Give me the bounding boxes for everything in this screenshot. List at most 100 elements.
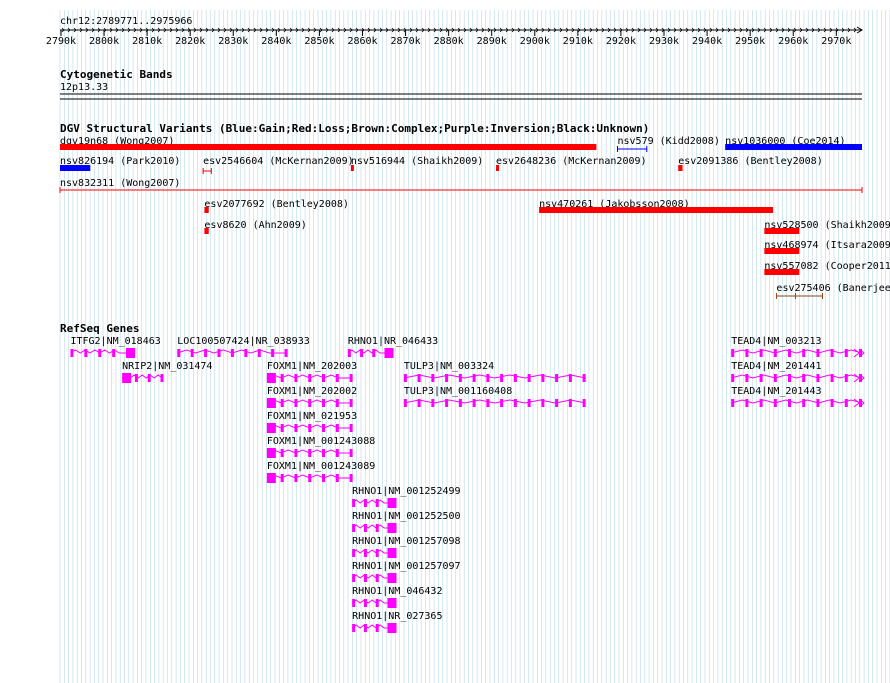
gene-label[interactable]: RHNO1|NM_046432 — [352, 586, 442, 597]
gene-exon[interactable] — [160, 374, 164, 382]
gene-exon[interactable] — [830, 349, 834, 357]
gene-exon[interactable] — [360, 349, 364, 357]
gene-label[interactable]: RHNO1|NM_001252499 — [352, 486, 460, 497]
dgv-feature-bar[interactable] — [678, 165, 683, 171]
gene-exon[interactable] — [582, 399, 586, 407]
gene-exon[interactable] — [308, 424, 312, 432]
gene-exon[interactable] — [458, 374, 462, 382]
gene-exon[interactable] — [859, 349, 862, 357]
gene-exon[interactable] — [802, 399, 806, 407]
gene-intron[interactable] — [403, 374, 586, 379]
gene-exon[interactable] — [280, 449, 284, 457]
gene-exon[interactable] — [759, 399, 763, 407]
gene-exon[interactable] — [513, 399, 517, 407]
gene-exon[interactable] — [555, 374, 559, 382]
gene-exon[interactable] — [280, 424, 284, 432]
gene-label[interactable]: FOXM1|NM_001243089 — [267, 461, 375, 472]
gene-exon[interactable] — [266, 398, 276, 408]
dgv-feature-label[interactable]: esv8620 (Ahn2009) — [204, 220, 306, 231]
gene-exon[interactable] — [375, 499, 379, 507]
gene-intron[interactable] — [266, 399, 353, 404]
gene-exon[interactable] — [802, 349, 806, 357]
gene-exon[interactable] — [375, 549, 379, 557]
gene-exon[interactable] — [363, 574, 367, 582]
gene-exon[interactable] — [568, 374, 572, 382]
dgv-feature-label[interactable]: esv2091386 (Bentley2008) — [678, 156, 823, 167]
gene-intron[interactable] — [266, 374, 353, 379]
gene-exon[interactable] — [568, 399, 572, 407]
gene-label[interactable]: TEAD4|NM_003213 — [731, 336, 821, 347]
gene-exon[interactable] — [582, 374, 586, 382]
gene-intron[interactable] — [347, 349, 388, 354]
dgv-feature-label[interactable]: nsv468974 (Itsara2009) — [764, 240, 890, 251]
gene-exon[interactable] — [458, 399, 462, 407]
gene-exon[interactable] — [773, 399, 777, 407]
gene-exon[interactable] — [445, 374, 449, 382]
gene-exon[interactable] — [335, 424, 339, 432]
gene-label[interactable]: TEAD4|NM_201441 — [731, 361, 821, 372]
gene-exon[interactable] — [363, 549, 367, 557]
gene-exon[interactable] — [431, 374, 435, 382]
gene-exon[interactable] — [352, 549, 356, 557]
gene-exon[interactable] — [349, 399, 353, 407]
gene-exon[interactable] — [294, 374, 298, 382]
gene-exon[interactable] — [347, 349, 351, 357]
gene-exon[interactable] — [372, 349, 376, 357]
gene-exon[interactable] — [266, 373, 276, 383]
gene-exon[interactable] — [308, 399, 312, 407]
gene-intron[interactable] — [351, 624, 391, 629]
gene-intron[interactable] — [351, 599, 391, 604]
gene-exon[interactable] — [363, 499, 367, 507]
gene-exon[interactable] — [322, 449, 326, 457]
gene-exon[interactable] — [486, 374, 490, 382]
gene-exon[interactable] — [513, 374, 517, 382]
gene-exon[interactable] — [322, 399, 326, 407]
gene-intron[interactable] — [266, 449, 353, 454]
gene-exon[interactable] — [745, 349, 749, 357]
gene-exon[interactable] — [759, 349, 763, 357]
gene-exon[interactable] — [375, 524, 379, 532]
gene-label[interactable]: RHNO1|NM_001252500 — [352, 511, 460, 522]
gene-exon[interactable] — [217, 349, 221, 357]
dgv-feature-bar[interactable] — [60, 144, 597, 150]
dgv-feature-label[interactable]: esv2077692 (Bentley2008) — [204, 199, 348, 210]
gene-label[interactable]: TULP3|NM_003324 — [404, 361, 494, 372]
dgv-feature-label[interactable]: esv2648236 (McKernan2009) — [496, 156, 647, 167]
gene-exon[interactable] — [177, 349, 181, 357]
gene-exon[interactable] — [294, 474, 298, 482]
gene-exon[interactable] — [486, 399, 490, 407]
gene-exon[interactable] — [352, 499, 356, 507]
gene-intron[interactable] — [351, 499, 391, 504]
gene-exon[interactable] — [122, 373, 132, 383]
gene-label[interactable]: RHNO1|NM_001257097 — [352, 561, 460, 572]
gene-label[interactable]: TULP3|NM_001160408 — [404, 386, 512, 397]
gene-exon[interactable] — [98, 349, 102, 357]
gene-intron[interactable] — [177, 349, 288, 354]
gene-intron[interactable] — [351, 549, 391, 554]
gene-exon[interactable] — [387, 523, 397, 533]
gene-exon[interactable] — [266, 448, 276, 458]
gene-intron[interactable] — [731, 349, 863, 354]
gene-exon[interactable] — [417, 399, 421, 407]
gene-exon[interactable] — [70, 349, 74, 357]
ruler[interactable]: 2790k 2800k 2810k 2820k 2830k 2840k 2850k 2860k… — [46, 26, 863, 47]
gene-exon[interactable] — [527, 399, 531, 407]
gene-exon[interactable] — [387, 598, 397, 608]
gene-exon[interactable] — [322, 474, 326, 482]
gene-label[interactable]: TEAD4|NM_201443 — [731, 386, 821, 397]
gene-label[interactable]: RHNO1|NR_027365 — [352, 611, 442, 622]
gene-exon[interactable] — [417, 374, 421, 382]
gene-exon[interactable] — [859, 374, 862, 382]
cytoband-label[interactable]: 12p13.33 — [60, 82, 108, 93]
gene-exon[interactable] — [731, 349, 735, 357]
gene-exon[interactable] — [126, 348, 136, 358]
gene-intron[interactable] — [70, 349, 130, 354]
gene-intron[interactable] — [731, 374, 863, 379]
gene-exon[interactable] — [271, 349, 275, 357]
gene-exon[interactable] — [403, 374, 407, 382]
gene-intron[interactable] — [266, 474, 353, 479]
gene-exon[interactable] — [266, 473, 276, 483]
gene-label[interactable]: ITFG2|NM_018463 — [70, 336, 160, 347]
gene-exon[interactable] — [266, 423, 276, 433]
dgv-feature-label[interactable]: esv2546604 (McKernan2009) — [203, 156, 354, 167]
